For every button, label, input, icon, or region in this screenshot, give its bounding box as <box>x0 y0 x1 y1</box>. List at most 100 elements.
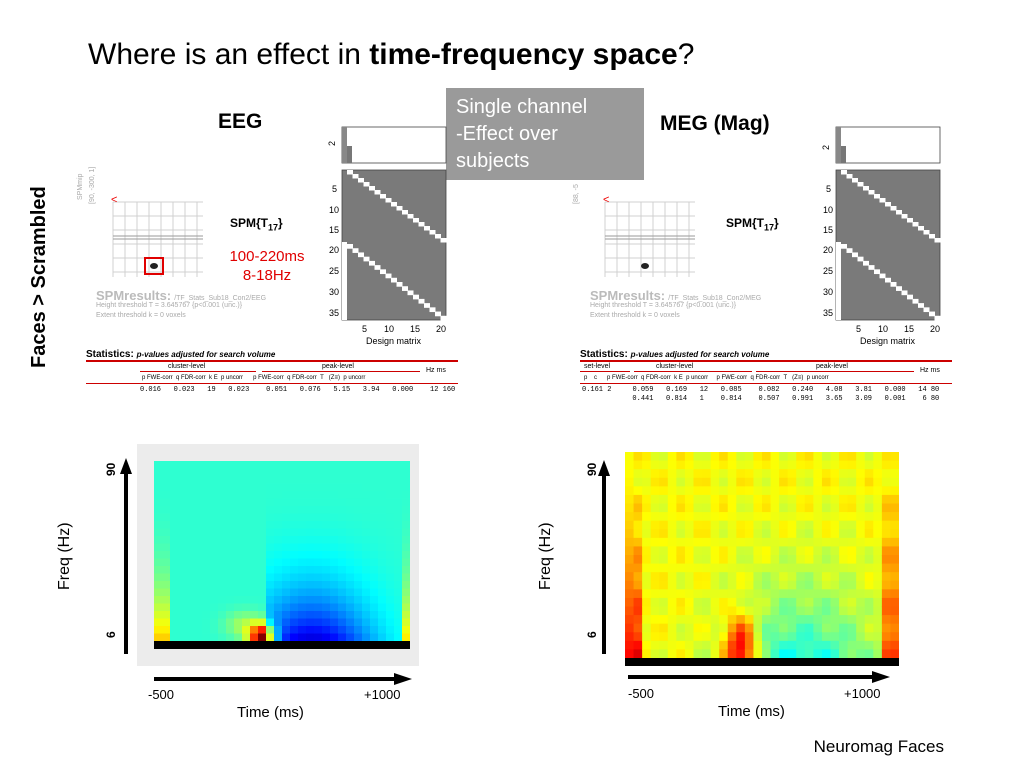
tf-cell <box>402 596 410 605</box>
tf-cell <box>290 618 299 627</box>
tf-cell <box>839 597 849 608</box>
tf-cell <box>194 581 203 590</box>
tf-cell <box>354 498 363 507</box>
tf-cell <box>250 506 259 515</box>
tf-cell <box>779 649 789 659</box>
tf-cell <box>830 477 840 487</box>
tf-cell <box>218 498 227 507</box>
tf-cell <box>242 588 251 597</box>
tf-cell <box>370 521 379 530</box>
tf-cell <box>234 633 243 642</box>
tf-cell <box>667 632 677 642</box>
tf-cell <box>779 572 789 582</box>
tf-cell <box>856 529 866 539</box>
tf-cell <box>770 580 780 590</box>
tf-cell <box>753 546 763 556</box>
tf-cell <box>298 611 307 620</box>
tf-cell <box>218 603 227 612</box>
tf-cell <box>234 491 243 500</box>
tf-cell <box>727 555 737 565</box>
tf-cell <box>378 521 387 530</box>
tf-cell <box>804 563 814 573</box>
tf-cell <box>796 452 806 462</box>
meg-dm-row: 25 <box>823 266 834 276</box>
tf-cell <box>762 580 772 590</box>
design-matrix-cell <box>874 194 880 199</box>
tf-cell <box>242 498 251 507</box>
tf-cell <box>186 543 195 552</box>
tf-cell <box>210 506 219 515</box>
tf-cell <box>266 543 275 552</box>
tf-cell <box>787 486 797 496</box>
eeg-spm-label: SPM{T17} <box>230 216 283 233</box>
design-matrix-cell <box>429 307 436 313</box>
tf-cell <box>202 476 211 485</box>
tf-cell <box>242 573 251 582</box>
tf-cell <box>693 623 703 633</box>
tf-cell <box>370 506 379 515</box>
tf-cell <box>154 506 163 515</box>
tf-cell <box>154 543 163 552</box>
eeg-dm-col: 5 <box>362 324 368 334</box>
tf-cell <box>813 503 823 513</box>
tf-cell <box>830 649 840 659</box>
tf-cell <box>242 581 251 590</box>
tf-cell <box>346 543 355 552</box>
tf-cell <box>813 520 823 530</box>
tf-cell <box>881 649 892 659</box>
tf-cell <box>736 649 746 659</box>
tf-cell <box>684 555 695 565</box>
tf-cell <box>890 606 899 616</box>
tf-cell <box>282 551 291 560</box>
tf-cell <box>234 513 243 522</box>
tf-cell <box>736 452 746 462</box>
tf-cell <box>306 506 315 515</box>
tf-cell <box>290 581 299 590</box>
tf-cell <box>362 491 371 500</box>
tf-cell <box>210 468 219 477</box>
tf-cell <box>226 543 235 552</box>
tf-cell <box>226 596 235 605</box>
tf-cell <box>667 649 677 659</box>
tf-cell <box>386 483 395 492</box>
tf-cell <box>753 512 763 522</box>
tf-cell <box>830 632 840 642</box>
tf-cell <box>210 521 219 530</box>
tf-cell <box>702 580 712 590</box>
tf-cell <box>154 566 163 575</box>
tf-cell <box>633 503 643 513</box>
tf-cell <box>770 537 780 548</box>
tf-cell <box>830 606 840 616</box>
tf-cell <box>813 469 823 479</box>
tf-cell <box>394 573 403 582</box>
tf-cell <box>753 589 763 599</box>
eeg-glass-grid: < <box>111 194 203 277</box>
tf-cell <box>873 649 883 659</box>
tf-cell <box>394 611 403 620</box>
tf-cell <box>864 597 874 608</box>
tf-cell <box>770 563 780 573</box>
tf-cell <box>650 494 660 505</box>
tf-cell <box>298 633 307 642</box>
tf-cell <box>162 603 171 612</box>
design-matrix-cell <box>380 269 386 275</box>
tf-cell <box>154 521 163 530</box>
tf-cell <box>330 491 339 500</box>
tf-cell <box>744 632 755 642</box>
tf-cell <box>282 536 291 545</box>
tf-cell <box>274 581 283 590</box>
tf-cell <box>162 588 171 597</box>
tf-cell <box>354 543 363 552</box>
tf-cell <box>650 520 660 530</box>
tf-cell <box>813 632 823 642</box>
tf-cell <box>770 503 780 513</box>
tf-cell <box>796 512 806 522</box>
tf-cell <box>274 483 283 492</box>
tf-cell <box>642 597 652 608</box>
tf-cell <box>881 452 892 462</box>
tf-cell <box>362 596 371 605</box>
tf-cell <box>178 558 187 567</box>
tf-cell <box>650 512 660 522</box>
tf-cell <box>881 469 892 479</box>
tf-cell <box>787 469 797 479</box>
